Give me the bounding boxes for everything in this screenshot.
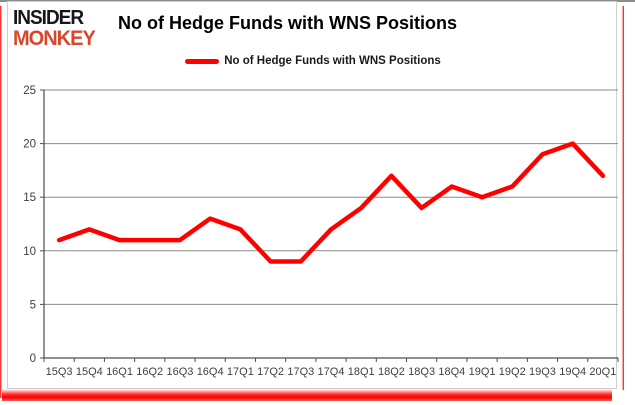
x-tick-label: 18Q2	[378, 366, 405, 378]
x-tick-label: 17Q2	[257, 366, 284, 378]
y-tick-label: 10	[23, 246, 36, 258]
x-tick-label: 17Q3	[287, 366, 314, 378]
chart-title: No of Hedge Funds with WNS Positions	[118, 13, 457, 33]
y-tick-label: 15	[23, 192, 36, 204]
x-tick-label: 17Q1	[227, 366, 254, 378]
y-tick-label: 25	[23, 85, 36, 97]
x-tick-label: 16Q1	[106, 366, 133, 378]
y-tick-label: 20	[23, 139, 36, 151]
chart-widget: INSIDER MONKEY No of Hedge Funds with WN…	[7, 1, 619, 389]
x-tick-label: 15Q4	[76, 366, 103, 378]
legend-label: No of Hedge Funds with WNS Positions	[224, 55, 441, 67]
x-tick-label: 18Q4	[438, 366, 465, 378]
bottom-border	[2, 389, 612, 401]
y-tick-label: 0	[30, 353, 36, 365]
x-tick-label: 19Q2	[499, 366, 526, 378]
x-tick-label: 16Q4	[197, 366, 224, 378]
legend: No of Hedge Funds with WNS Positions	[8, 55, 618, 67]
x-tick-label: 18Q1	[348, 366, 375, 378]
x-tick-label: 16Q2	[136, 366, 163, 378]
insider-monkey-logo: INSIDER MONKEY	[13, 6, 121, 51]
right-border	[622, 6, 624, 390]
x-tick-label: 20Q1	[589, 366, 616, 378]
x-tick-label: 19Q3	[529, 366, 556, 378]
left-border	[0, 6, 2, 398]
x-tick-label: 17Q4	[318, 366, 345, 378]
x-tick-label: 19Q1	[469, 366, 496, 378]
x-tick-label: 18Q3	[408, 366, 435, 378]
logo-text-insider: INSIDER	[13, 6, 84, 29]
legend-line-swatch	[185, 58, 220, 64]
x-tick-label: 19Q4	[559, 366, 586, 378]
series-line	[56, 141, 606, 264]
x-tick-label: 15Q3	[46, 366, 73, 378]
y-tick-label: 5	[30, 299, 36, 311]
logo-text-monkey: MONKEY	[13, 26, 96, 51]
x-tick-label: 16Q3	[166, 366, 193, 378]
